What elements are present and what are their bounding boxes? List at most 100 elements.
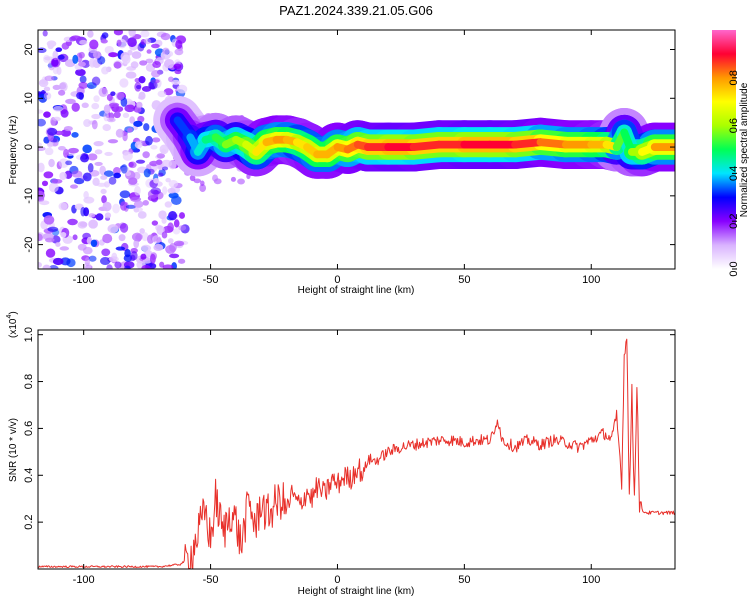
noise-blob [43, 86, 51, 92]
y-tick-label: -20 [23, 237, 35, 253]
noise-blob [151, 220, 159, 226]
noise-blob [58, 202, 68, 211]
noise-blob [167, 222, 174, 233]
noise-blob [137, 115, 145, 123]
noise-blob [178, 225, 187, 231]
noise-blob [59, 246, 70, 251]
noise-blob [142, 200, 149, 206]
noise-blob [149, 253, 156, 264]
noise-blob [101, 66, 109, 75]
noise-blob [88, 219, 98, 229]
noise-blob [161, 217, 167, 224]
noise-blob [157, 172, 164, 177]
x-tick-label: 100 [582, 274, 600, 286]
noise-blob [46, 40, 57, 48]
noise-blob [107, 139, 119, 144]
noise-blob [94, 161, 103, 166]
noise-blob [71, 132, 79, 138]
noise-blob [122, 151, 133, 161]
noise-blob [43, 92, 52, 100]
noise-blob [44, 75, 55, 82]
noise-blob [106, 264, 113, 269]
noise-blob [65, 98, 76, 104]
y-tick-label: 0.2 [23, 514, 35, 529]
snr-y-axis-title: SNR (10 * v/v) [8, 418, 19, 482]
noise-blob [108, 52, 118, 58]
noise-blob [71, 170, 83, 178]
noise-blob [110, 91, 116, 97]
noise-blob [230, 176, 236, 182]
noise-blob [103, 104, 111, 114]
snr-x-ticks: -100 -50 0 50 100 [73, 330, 600, 586]
noise-blob [168, 192, 179, 199]
x-tick-label: 0 [334, 274, 340, 286]
noise-blob [141, 232, 149, 242]
noise-blob [104, 46, 114, 55]
noise-blob [150, 79, 160, 84]
noise-blob [134, 185, 141, 196]
noise-blob [99, 257, 111, 266]
noise-blob [130, 196, 142, 202]
ridge-segment [409, 140, 443, 151]
noise-blob [43, 111, 51, 118]
colorbar-ticks: 0.0 0.2 0.4 0.6 0.8 [728, 70, 740, 276]
x-tick-label: 50 [458, 274, 470, 286]
noise-blob [173, 240, 185, 247]
noise-blob [139, 228, 145, 234]
noise-blob [91, 76, 101, 86]
noise-blob [162, 264, 174, 269]
noise-blob [155, 159, 163, 165]
noise-blob [173, 219, 180, 228]
colorbar-tick-label: 0.2 [728, 214, 740, 229]
noise-blob [38, 142, 43, 147]
noise-blob [119, 78, 129, 88]
noise-blob [55, 47, 63, 52]
noise-blob [167, 238, 174, 244]
noise-blob [112, 203, 120, 214]
noise-blob [78, 81, 88, 89]
colorbar-tick-label: 0.8 [728, 70, 740, 85]
noise-blob [52, 84, 61, 90]
noise-blob [58, 89, 66, 96]
spectrogram-frame [37, 29, 676, 270]
noise-blob [133, 171, 141, 180]
noise-blob [82, 144, 92, 154]
noise-blob [91, 113, 101, 120]
y-tick-label: 1.0 [23, 327, 35, 342]
noise-blob [113, 61, 122, 69]
noise-blob [52, 50, 59, 61]
snr-multiplier-base: (x10 [8, 318, 19, 338]
noise-blob [71, 102, 80, 112]
noise-blob [43, 171, 54, 179]
snr-frame [37, 329, 676, 570]
noise-blob [67, 218, 78, 226]
noise-blob [150, 187, 162, 195]
noise-blob [122, 112, 130, 118]
noise-blob [120, 164, 128, 174]
noise-blob [161, 159, 173, 168]
noise-blob [189, 174, 196, 182]
noise-blob [153, 177, 160, 184]
noise-blob [72, 234, 78, 241]
noise-blob [116, 39, 122, 47]
x-tick-label: 100 [582, 574, 600, 586]
noise-blob [200, 180, 205, 186]
noise-blob [138, 76, 146, 84]
noise-blob [115, 91, 125, 101]
noise-blob [42, 264, 51, 269]
x-tick-label: -100 [73, 574, 95, 586]
noise-blob [175, 39, 183, 50]
noise-blob [160, 32, 171, 41]
noise-blob [82, 246, 93, 255]
colorbar-tick-label: 0.6 [728, 118, 740, 133]
noise-blob [51, 235, 61, 244]
noise-blob [129, 116, 135, 124]
noise-blob [38, 233, 43, 242]
noise-blob [139, 60, 148, 66]
noise-blob [134, 82, 142, 92]
noise-blob [133, 120, 143, 127]
x-tick-label: 0 [334, 574, 340, 586]
noise-blob [74, 177, 85, 185]
